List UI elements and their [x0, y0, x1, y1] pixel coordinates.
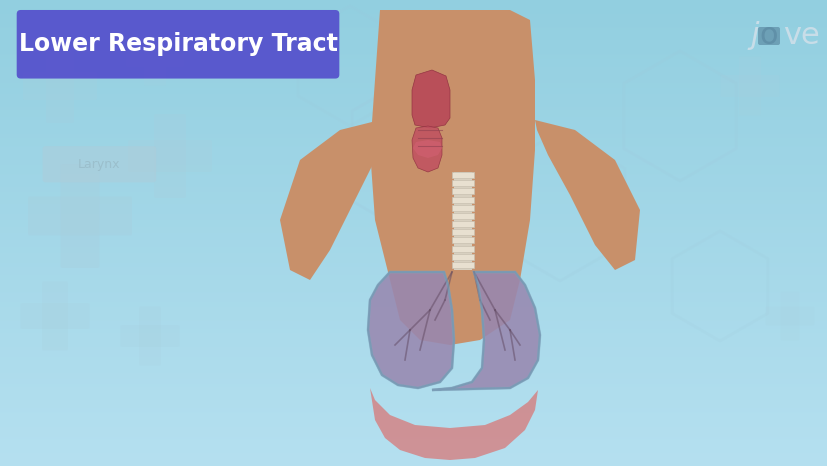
Text: Lower Respiratory Tract: Lower Respiratory Tract — [18, 32, 337, 56]
FancyBboxPatch shape — [46, 49, 74, 123]
Polygon shape — [452, 197, 473, 203]
FancyBboxPatch shape — [17, 10, 339, 79]
Polygon shape — [442, 105, 487, 165]
Polygon shape — [452, 172, 473, 178]
Text: Larynx: Larynx — [78, 158, 121, 171]
FancyBboxPatch shape — [780, 292, 799, 341]
Polygon shape — [452, 221, 473, 227]
Polygon shape — [452, 205, 473, 211]
Polygon shape — [412, 70, 449, 128]
Polygon shape — [370, 388, 538, 460]
Polygon shape — [452, 254, 473, 260]
FancyBboxPatch shape — [126, 45, 184, 67]
FancyBboxPatch shape — [23, 72, 97, 100]
FancyBboxPatch shape — [765, 307, 814, 325]
Polygon shape — [367, 272, 453, 388]
Polygon shape — [452, 229, 473, 235]
FancyBboxPatch shape — [154, 114, 186, 198]
FancyBboxPatch shape — [42, 281, 68, 350]
FancyBboxPatch shape — [139, 307, 160, 365]
FancyBboxPatch shape — [60, 164, 99, 268]
Polygon shape — [452, 213, 473, 219]
Polygon shape — [280, 120, 380, 280]
FancyBboxPatch shape — [719, 75, 778, 97]
Text: o: o — [759, 21, 777, 50]
Polygon shape — [453, 172, 471, 270]
FancyBboxPatch shape — [128, 140, 212, 172]
Polygon shape — [412, 126, 442, 172]
Text: ve: ve — [782, 21, 819, 50]
FancyBboxPatch shape — [757, 27, 779, 45]
Polygon shape — [413, 140, 442, 158]
FancyBboxPatch shape — [739, 56, 760, 116]
Polygon shape — [452, 180, 473, 186]
Polygon shape — [534, 120, 639, 270]
Polygon shape — [452, 237, 473, 243]
FancyBboxPatch shape — [121, 325, 179, 347]
Polygon shape — [452, 188, 473, 194]
Polygon shape — [432, 272, 539, 390]
FancyBboxPatch shape — [28, 197, 131, 235]
Polygon shape — [408, 108, 442, 175]
Polygon shape — [408, 18, 497, 112]
Text: j: j — [750, 21, 758, 50]
FancyBboxPatch shape — [144, 27, 165, 85]
FancyBboxPatch shape — [21, 303, 89, 329]
Polygon shape — [452, 246, 473, 252]
Polygon shape — [370, 10, 534, 345]
Polygon shape — [452, 262, 473, 268]
FancyBboxPatch shape — [42, 146, 156, 182]
